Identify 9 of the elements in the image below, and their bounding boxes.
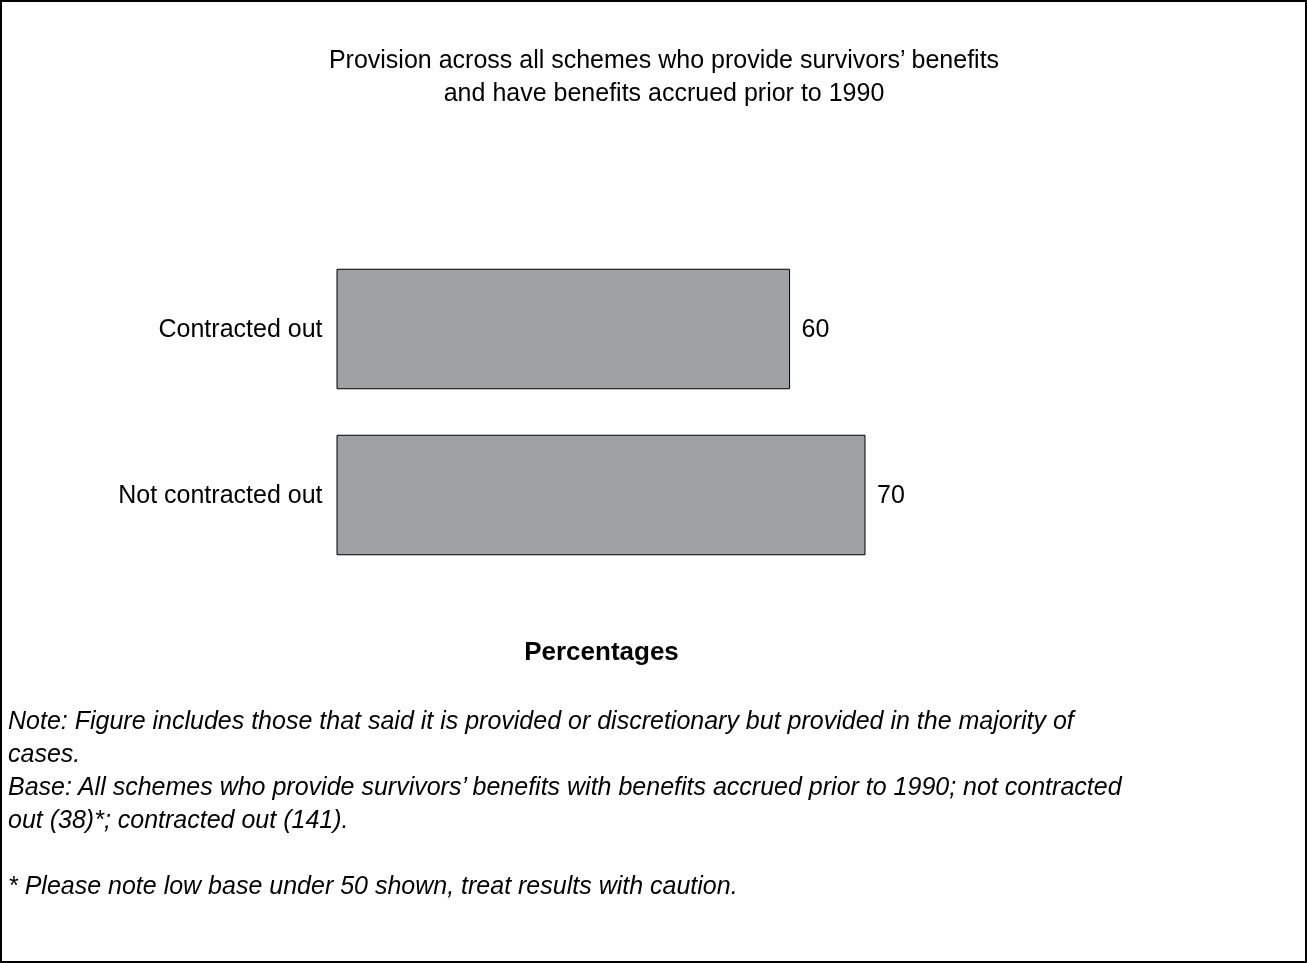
text: * Please note low base under 50 shown, treat results with caution. (8, 870, 739, 901)
text: Base: All schemes who provide survivors’ benefits with benefits accrued prior to 1990; not contracted out (38)*; contracted out (141). (8, 771, 1124, 835)
data-label: 70 (877, 480, 905, 508)
y-tick-label: Contracted out (158, 314, 323, 342)
x-axis-title: Percentages (524, 635, 679, 666)
data-label: 60 (801, 314, 830, 342)
text: Note: Figure includes those that said it is provided or discretionary but provided in the majority of cases. (8, 705, 1077, 769)
chart-title: Provision across all schemes who provide survivors’ benefits and have benefits accrued prior to 1990 (328, 45, 1000, 106)
y-tick-label: Not contracted out (118, 480, 323, 508)
